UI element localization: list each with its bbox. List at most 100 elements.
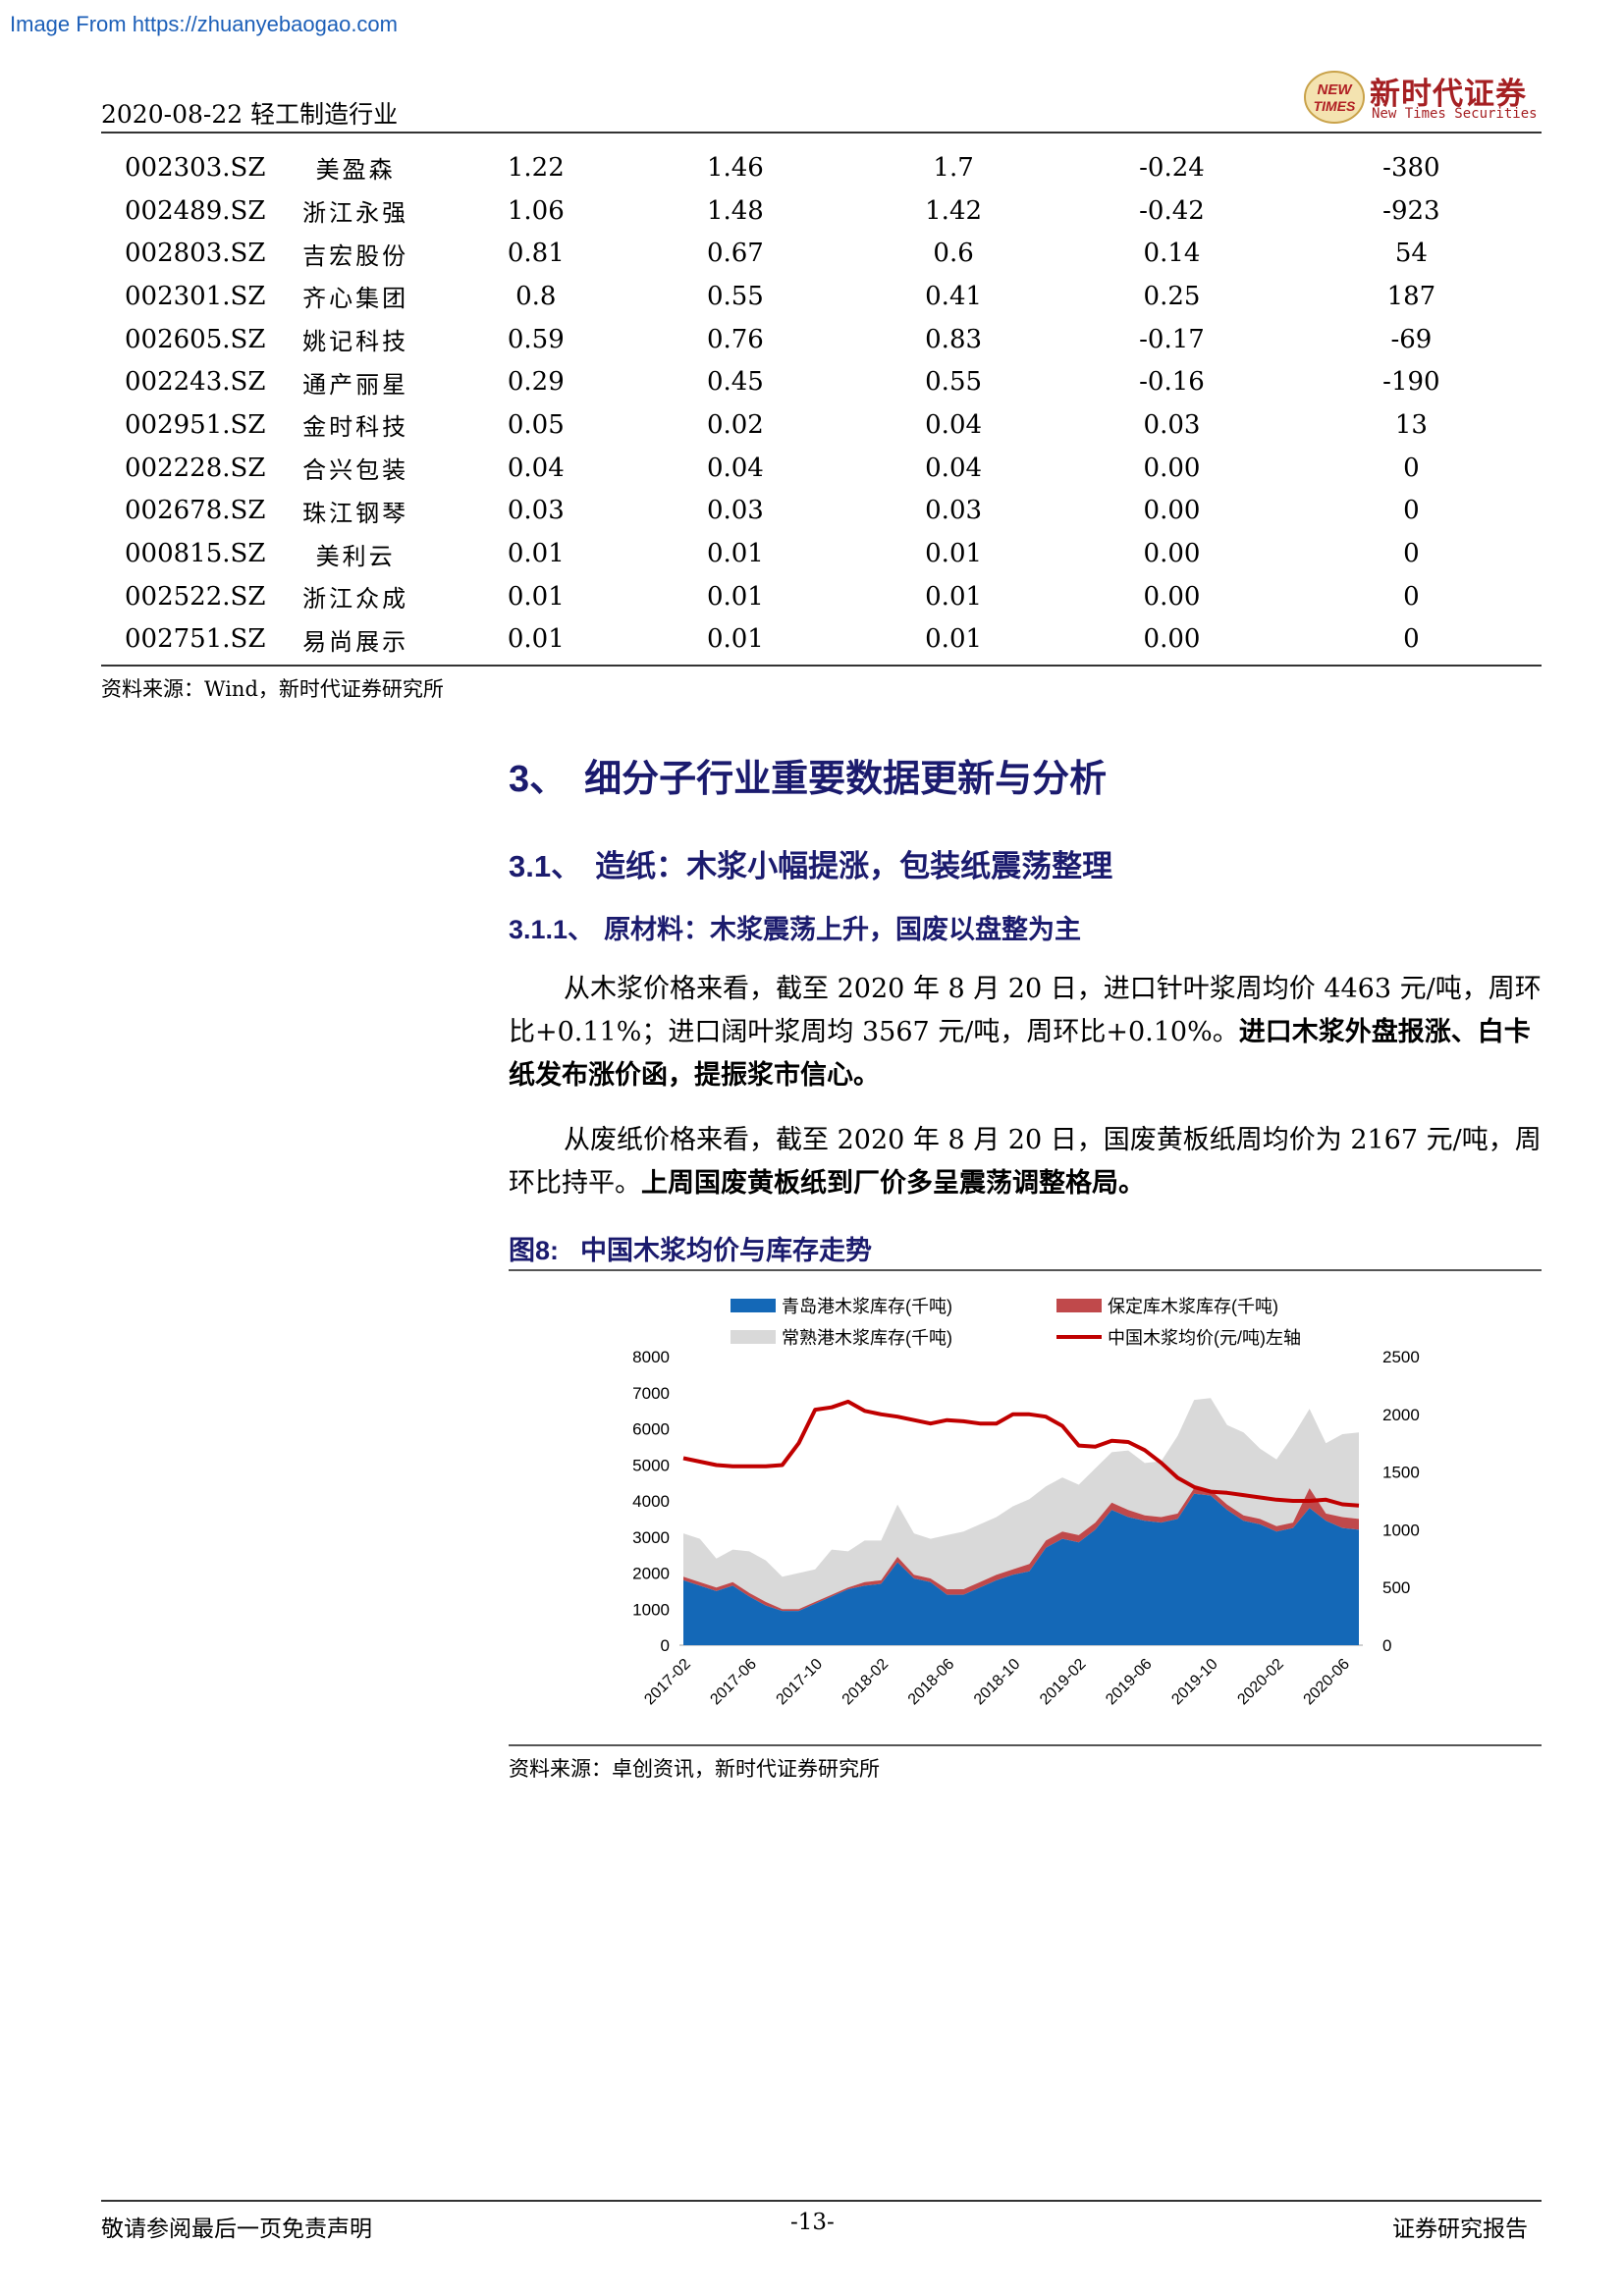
table-row: 000815.SZ 美利云 0.01 0.01 0.01 0.00 0 xyxy=(101,532,1542,575)
header-date-industry: 2020-08-22 轻工制造行业 xyxy=(101,100,399,129)
cell-value: 13 xyxy=(1394,409,1428,440)
logo-mark-line2: TIMES xyxy=(1314,98,1356,114)
legend-swatch xyxy=(731,1299,776,1312)
cell-value: 0.04 xyxy=(925,453,983,483)
cell-value: 0.01 xyxy=(507,581,565,612)
cell-stock-name: 齐心集团 xyxy=(302,285,409,313)
cell-value: 0.67 xyxy=(706,239,764,269)
cell-value: 0 xyxy=(1403,624,1420,655)
cell-stock-code: 002303.SZ xyxy=(125,152,266,183)
table-row: 002303.SZ 美盈森 1.22 1.46 1.7 -0.24 -380 xyxy=(101,146,1542,189)
legend-swatch xyxy=(1056,1299,1102,1312)
pulp-price-inventory-chart: 青岛港木浆库存(千吨) 保定库木浆库存(千吨) 常熟港木浆库存(千吨) 中国木浆均价(… xyxy=(632,1297,1420,1709)
table-row: 002522.SZ 浙江众成 0.01 0.01 0.01 0.00 0 xyxy=(101,575,1542,618)
cell-value: -0.42 xyxy=(1139,195,1205,226)
right-axis-tick-label: 0 xyxy=(1382,1636,1391,1655)
cell-value: 1.06 xyxy=(507,195,565,226)
cell-value: 0.00 xyxy=(1143,539,1201,569)
cell-value: -923 xyxy=(1382,195,1440,226)
footer-divider xyxy=(101,2200,1542,2202)
figure-bottom-rule xyxy=(509,1744,1542,1746)
figure-label: 图8: xyxy=(509,1236,560,1265)
figure-caption: 中国木浆均价与库存走势 xyxy=(580,1236,873,1266)
cell-value: -0.17 xyxy=(1139,324,1205,354)
table-row: 002489.SZ 浙江永强 1.06 1.48 1.42 -0.42 -923 xyxy=(101,189,1542,233)
cell-value: 0.01 xyxy=(706,581,764,612)
watermark-link[interactable]: Image From https://zhuanyebaogao.com xyxy=(10,12,398,36)
cell-value: 1.22 xyxy=(507,152,565,183)
left-axis-tick-label: 0 xyxy=(661,1636,670,1655)
figure-source: 资料来源：卓创资讯，新时代证券研究所 xyxy=(509,1757,880,1781)
paragraph-wastepaper-text: 从废纸价格来看，截至 2020 年 8 月 20 日，国废黄板纸周均价为 216… xyxy=(509,1125,1542,1199)
cell-value: -190 xyxy=(1382,367,1440,398)
cell-value: 0.05 xyxy=(507,409,565,440)
cell-value: 0.01 xyxy=(706,624,764,655)
logo-name-en: New Times Securities xyxy=(1372,106,1538,122)
left-axis-tick-label: 6000 xyxy=(632,1420,670,1439)
legend-swatch xyxy=(731,1330,776,1344)
cell-stock-name: 吉宏股份 xyxy=(302,241,409,270)
left-axis-tick-label: 3000 xyxy=(632,1528,670,1547)
cell-stock-code: 002243.SZ xyxy=(125,367,266,398)
subsection-title: 造纸：木浆小幅提涨，包装纸震荡整理 xyxy=(595,849,1113,884)
table-row: 002678.SZ 珠江钢琴 0.03 0.03 0.03 0.00 0 xyxy=(101,490,1542,533)
cell-value: -380 xyxy=(1382,152,1440,183)
cell-stock-name: 姚记科技 xyxy=(302,328,409,356)
cell-stock-name: 易尚展示 xyxy=(302,627,409,656)
table-bottom-rule xyxy=(101,665,1542,667)
chart-legend: 青岛港木浆库存(千吨) 保定库木浆库存(千吨) 常熟港木浆库存(千吨) 中国木浆均价(… xyxy=(731,1297,1301,1348)
cell-stock-name: 通产丽星 xyxy=(302,370,409,399)
cell-value: 0.6 xyxy=(933,239,974,269)
subsection-number: 3.1、 xyxy=(509,849,582,883)
x-axis-tick-label: 2020-02 xyxy=(1234,1656,1287,1709)
series-area xyxy=(683,1398,1359,1610)
header-divider xyxy=(101,132,1542,133)
cell-value: 0.01 xyxy=(925,581,983,612)
logo-mark-icon: NEW TIMES xyxy=(1304,71,1365,124)
cell-value: 0 xyxy=(1403,539,1420,569)
cell-stock-code: 002803.SZ xyxy=(125,239,266,269)
cell-stock-code: 002751.SZ xyxy=(125,624,266,655)
cell-stock-code: 002951.SZ xyxy=(125,409,266,440)
table-row: 002228.SZ 合兴包装 0.04 0.04 0.04 0.00 0 xyxy=(101,447,1542,490)
cell-value: 187 xyxy=(1386,281,1436,311)
right-axis-tick-label: 500 xyxy=(1382,1578,1410,1597)
series-area xyxy=(683,1493,1359,1645)
cell-value: 0.03 xyxy=(925,496,983,526)
left-axis-tick-label: 1000 xyxy=(632,1600,670,1619)
table-row: 002301.SZ 齐心集团 0.8 0.55 0.41 0.25 187 xyxy=(101,275,1542,318)
cell-value: 0.01 xyxy=(507,624,565,655)
cell-stock-code: 002228.SZ xyxy=(125,453,266,483)
stock-table: 002303.SZ 美盈森 1.22 1.46 1.7 -0.24 -380 002489.S… xyxy=(101,146,1542,661)
cell-value: 0.00 xyxy=(1143,581,1201,612)
cell-value: -0.24 xyxy=(1139,152,1205,183)
cell-stock-name: 浙江永强 xyxy=(302,199,409,228)
cell-value: 0 xyxy=(1403,581,1420,612)
legend-label: 青岛港木浆库存(千吨) xyxy=(782,1297,952,1316)
cell-stock-code: 002301.SZ xyxy=(125,281,266,311)
cell-stock-name: 美利云 xyxy=(315,542,396,570)
x-axis-tick-label: 2019-06 xyxy=(1103,1656,1156,1709)
cell-value: 1.46 xyxy=(706,152,764,183)
cell-value: -69 xyxy=(1390,324,1433,354)
cell-stock-code: 002678.SZ xyxy=(125,496,266,526)
cell-value: 1.42 xyxy=(925,195,983,226)
left-axis-tick-label: 4000 xyxy=(632,1492,670,1511)
paragraph-pulp-price: 从木浆价格来看，截至 2020 年 8 月 20 日，进口针叶浆周均价 4463… xyxy=(509,968,1542,1097)
section-number: 3、 xyxy=(509,759,568,800)
cell-stock-name: 合兴包装 xyxy=(302,456,409,485)
cell-stock-code: 002489.SZ xyxy=(125,195,266,226)
cell-value: 0.03 xyxy=(1143,409,1201,440)
x-axis-tick-label: 2017-02 xyxy=(641,1656,694,1709)
x-axis-tick-label: 2018-06 xyxy=(905,1656,958,1709)
right-axis-tick-label: 1000 xyxy=(1382,1521,1420,1539)
stock-table-body: 002303.SZ 美盈森 1.22 1.46 1.7 -0.24 -380 002489.S… xyxy=(101,146,1542,661)
table-row: 002803.SZ 吉宏股份 0.81 0.67 0.6 0.14 54 xyxy=(101,232,1542,275)
subsubsection-number: 3.1.1、 xyxy=(509,915,595,944)
cell-value: 0.03 xyxy=(507,496,565,526)
cell-value: 0.45 xyxy=(706,367,764,398)
right-axis-tick-label: 1500 xyxy=(1382,1464,1420,1482)
subsection-heading-3-1: 3.1、 造纸：木浆小幅提涨，包装纸震荡整理 xyxy=(509,841,1112,885)
table-row: 002605.SZ 姚记科技 0.59 0.76 0.83 -0.17 -69 xyxy=(101,318,1542,361)
paragraph-pulp-highlight: 进口木浆外盘报涨、白卡纸发布涨价函，提振浆市信心。 xyxy=(509,1017,1531,1091)
